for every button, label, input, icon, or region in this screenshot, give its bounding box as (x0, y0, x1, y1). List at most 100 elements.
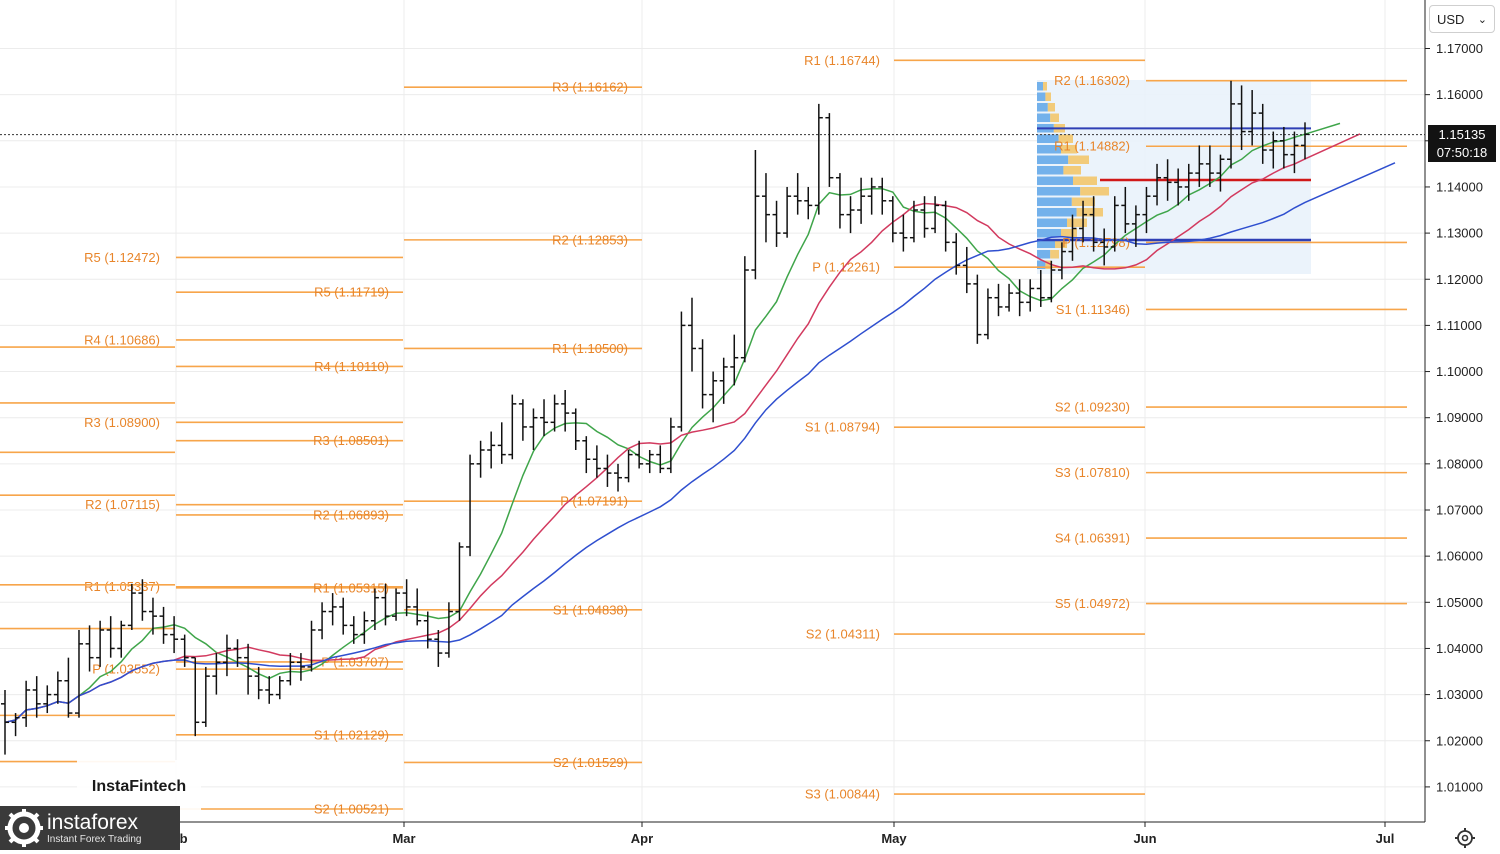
pivot-label: R2 (1.16302) (1054, 73, 1130, 88)
ohlc-bar (96, 620, 105, 667)
pivot-label: S5 (1.04972) (1055, 596, 1130, 611)
pivot-label: S2 (1.00521) (314, 802, 389, 817)
y-tick-label: 1.14000 (1436, 179, 1483, 194)
pivot-label: S4 (1.06391) (1055, 531, 1130, 546)
y-tick-label: 1.17000 (1436, 41, 1483, 56)
ohlc-bar (201, 666, 210, 727)
y-tick-label: 1.10000 (1436, 364, 1483, 379)
pivot-label: S3 (1.00844) (805, 787, 880, 802)
price-axis[interactable]: 1.170001.160001.150001.140001.130001.120… (1425, 41, 1483, 794)
volume-bar-sell (1080, 187, 1109, 196)
pivot-label: R3 (1.08900) (84, 415, 160, 430)
ohlc-bar (687, 297, 696, 372)
ohlc-bar (64, 657, 73, 718)
gear-icon[interactable] (1454, 827, 1476, 849)
ohlc-bar (275, 676, 284, 700)
ohlc-bar (1, 689, 9, 755)
ohlc-bar (423, 611, 432, 649)
ohlc-bar (22, 680, 31, 727)
ohlc-bar (952, 233, 961, 275)
ohlc-bar (529, 408, 538, 451)
ohlc-bar (349, 616, 358, 644)
volume-bar-buy (1037, 197, 1072, 206)
pivot-label: R1 (1.14882) (1054, 139, 1130, 154)
ohlc-bar (994, 283, 1003, 317)
pivot-label: R1 (1.10500) (552, 341, 628, 356)
ohlc-bar (1068, 214, 1077, 261)
pivot-label: R1 (1.16744) (804, 53, 880, 68)
ohlc-bar (444, 602, 453, 658)
ohlc-bar (106, 616, 115, 658)
ohlc-bar (1142, 186, 1151, 234)
instaforex-tagline: Instant Forex Trading (47, 833, 142, 845)
volume-bar-sell (1058, 134, 1073, 143)
ohlc-bar (571, 408, 580, 451)
y-tick-label: 1.09000 (1436, 410, 1483, 425)
ohlc-bar (709, 371, 718, 423)
pivot-label: S1 (1.04838) (553, 602, 628, 617)
ohlc-bar (381, 583, 390, 626)
ma-medium-line (4, 133, 1361, 724)
ohlc-bar (1227, 80, 1236, 169)
ohlc-bar (138, 579, 147, 621)
pivot-label: P (1.12261) (812, 260, 880, 275)
ohlc-bar (941, 200, 950, 252)
y-tick-label: 1.06000 (1436, 549, 1483, 564)
volume-bar-buy (1037, 229, 1061, 238)
currency-dropdown[interactable]: USD ⌄ (1429, 5, 1495, 33)
pivot-label: R5 (1.12472) (84, 250, 160, 265)
volume-bar-sell (1063, 166, 1081, 175)
ohlc-bar (772, 200, 781, 247)
ohlc-bar (413, 588, 422, 626)
chevron-down-icon: ⌄ (1477, 13, 1487, 26)
ohlc-bar (392, 588, 401, 621)
pivot-label: R2 (1.12853) (552, 232, 628, 247)
ohlc-bar (888, 196, 897, 243)
ohlc-bar (1258, 103, 1267, 164)
pivot-label: P (1.07191) (560, 494, 628, 509)
ohlc-bar (476, 440, 485, 478)
volume-bar-sell (1045, 260, 1051, 269)
y-tick-label: 1.16000 (1436, 87, 1483, 102)
ohlc-bar (603, 454, 612, 487)
ohlc-bar (814, 103, 823, 215)
y-tick-label: 1.13000 (1436, 226, 1483, 241)
volume-bar-sell (1050, 113, 1059, 122)
ohlc-bar (592, 445, 601, 478)
volume-bar-sell (1050, 250, 1059, 259)
pivot-label: S3 (1.07810) (1055, 465, 1130, 480)
y-tick-label: 1.11000 (1436, 318, 1482, 333)
pivot-label: S1 (1.11346) (1056, 302, 1130, 317)
pivot-label: S1 (1.02129) (314, 727, 389, 742)
ohlc-bar (1036, 270, 1045, 307)
ohlc-bar (561, 390, 570, 432)
ohlc-bar (920, 196, 929, 238)
ohlc-bar (825, 113, 834, 187)
x-tick-label: Mar (392, 831, 415, 846)
volume-bar-buy (1037, 239, 1055, 248)
ohlc-bar (265, 676, 274, 704)
volume-bar-buy (1037, 134, 1059, 143)
ohlc-bar (677, 311, 686, 432)
volume-bar-sell (1045, 92, 1051, 101)
ohlc-bar (434, 629, 443, 667)
pivot-label: R3 (1.08501) (313, 433, 389, 448)
ohlc-bar (624, 450, 633, 483)
ohlc-bar (170, 616, 179, 654)
ohlc-bar (614, 463, 623, 492)
ohlc-bar (1301, 122, 1309, 160)
ohlc-bar (233, 639, 242, 667)
instaforex-name: instaforex (47, 810, 139, 834)
ohlc-bar (761, 173, 770, 243)
last-price-value: 1.15135 (1438, 127, 1486, 142)
ohlc-bar (286, 653, 295, 686)
ohlc-bar (1205, 145, 1214, 187)
pivot-label: S2 (1.09230) (1055, 400, 1130, 415)
volume-bar-sell (1076, 208, 1103, 217)
volume-bar-buy (1037, 155, 1069, 164)
x-tick-label: May (881, 831, 907, 846)
ohlc-bar (466, 454, 475, 557)
ohlc-bar (1195, 145, 1204, 187)
ohlc-bar (1110, 196, 1119, 252)
